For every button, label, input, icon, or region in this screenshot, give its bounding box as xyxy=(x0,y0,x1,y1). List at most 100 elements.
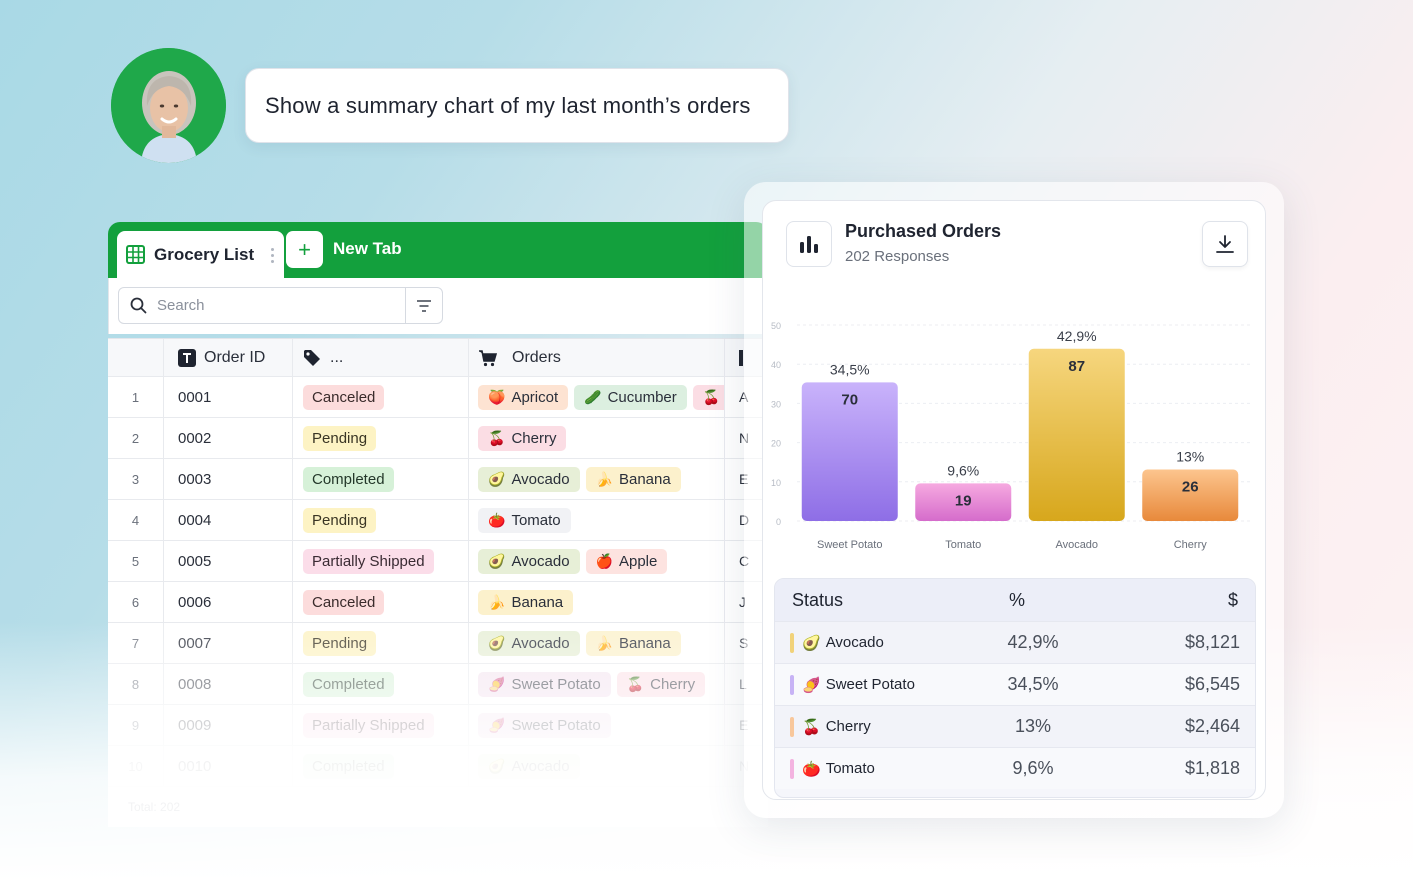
apple-icon: 🍎 xyxy=(595,552,613,569)
status-cell[interactable]: Partially Shipped xyxy=(293,541,469,581)
order-chip-label: Apple xyxy=(618,552,658,570)
column-header-orders[interactable]: Orders xyxy=(469,339,725,376)
order-chip-label: Sweet Potato xyxy=(511,716,601,734)
order-chip: 🥒 Cucumber xyxy=(574,384,687,410)
extra-cell[interactable]: A xyxy=(725,377,768,417)
x-category-label: Avocado xyxy=(1055,539,1098,551)
cucumber-icon: 🥒 xyxy=(584,388,602,405)
orders-cell[interactable]: 🍠 Sweet Potato 🍒 Cherry xyxy=(469,664,725,704)
orders-cell[interactable]: 🥑 Avocado 🍌 Banana xyxy=(469,459,725,499)
column-header-order-id[interactable]: Order ID xyxy=(164,339,293,376)
order-id-cell[interactable]: 0001 xyxy=(164,377,293,417)
column-header-status[interactable]: ... xyxy=(293,339,469,376)
sweet-icon: 🍠 xyxy=(488,716,506,733)
status-cell[interactable]: Canceled xyxy=(293,377,469,417)
download-button[interactable] xyxy=(1202,221,1248,267)
column-header-label: Order ID xyxy=(204,348,266,366)
order-chip-label: Avocado xyxy=(511,470,570,488)
orders-cell[interactable]: 🥑 Avocado 🍌 Banana xyxy=(469,623,725,663)
search-box[interactable] xyxy=(118,287,443,324)
orders-cell[interactable]: 🥑 Avocado 🍎 Apple xyxy=(469,541,725,581)
order-id-cell[interactable]: 0007 xyxy=(164,623,293,663)
orders-cell[interactable]: 🍑 Apricot 🥒 Cucumber 🍒 xyxy=(469,377,725,417)
status-badge: Canceled xyxy=(303,384,385,410)
table-row[interactable]: 8 0008 Completed 🍠 Sweet Potato 🍒 Cherry L xyxy=(108,664,768,705)
bar-tomato[interactable] xyxy=(915,483,1012,521)
bar-avocado[interactable] xyxy=(1028,348,1125,521)
bar-value-label: 87 xyxy=(1068,358,1085,375)
summary-item: 🍅 Tomato xyxy=(802,760,1003,778)
column-header-extra[interactable] xyxy=(725,339,768,376)
color-swatch xyxy=(790,632,794,653)
summary-pct: 34,5% xyxy=(1007,674,1059,694)
more-options-icon[interactable] xyxy=(271,248,275,266)
status-cell[interactable]: Completed xyxy=(293,746,469,786)
order-chip-label: Tomato xyxy=(511,511,561,529)
orders-cell[interactable]: 🥑 Avocado xyxy=(469,746,725,786)
status-cell[interactable]: Pending xyxy=(293,623,469,663)
order-chip: 🥑 Avocado xyxy=(478,466,580,492)
status-cell[interactable]: Pending xyxy=(293,418,469,458)
status-badge: Pending xyxy=(303,507,377,533)
x-category-label: Sweet Potato xyxy=(817,539,882,551)
order-id-cell[interactable]: 0002 xyxy=(164,418,293,458)
status-cell[interactable]: Completed xyxy=(293,459,469,499)
header-row: Order ID ... Orders xyxy=(108,339,768,377)
filter-button[interactable] xyxy=(405,288,442,323)
bar-cherry[interactable] xyxy=(1142,469,1239,521)
chart-card: Purchased Orders 202 Responses 0 10 20 30 40… xyxy=(762,200,1266,800)
table-row[interactable]: 6 0006 Canceled 🍌 Banana J xyxy=(108,582,768,623)
order-id-cell[interactable]: 0009 xyxy=(164,705,293,745)
new-tab-button[interactable]: + xyxy=(286,231,323,268)
color-swatch xyxy=(790,758,794,779)
plus-icon: + xyxy=(298,236,311,262)
orders-cell[interactable]: 🍅 Tomato xyxy=(469,500,725,540)
summary-header: Status % $ xyxy=(775,579,1255,621)
summary-amount: $8,121 xyxy=(1184,632,1240,652)
order-chip-label: Cherry xyxy=(650,675,696,693)
cart-icon xyxy=(479,349,498,366)
y-tick-label: 20 xyxy=(771,439,781,449)
y-tick-label: 0 xyxy=(776,517,781,527)
order-id-cell[interactable]: 0006 xyxy=(164,582,293,622)
cherry-icon: 🍒 xyxy=(626,675,645,692)
summary-header-amount: $ xyxy=(1227,589,1238,610)
orders-cell[interactable]: 🍒 Cherry xyxy=(469,418,725,458)
color-swatch xyxy=(790,716,794,737)
bar-percent-label: 42,9% xyxy=(1057,328,1097,344)
order-chip-label: Avocado xyxy=(511,552,570,570)
banana-icon: 🍌 xyxy=(595,470,613,487)
search-input[interactable] xyxy=(157,297,397,314)
summary-row: 🍒 Cherry 13% $2,464 xyxy=(775,705,1255,747)
status-cell[interactable]: Canceled xyxy=(293,582,469,622)
order-id-cell[interactable]: 0004 xyxy=(164,500,293,540)
new-tab-label[interactable]: New Tab xyxy=(333,239,402,258)
order-id-cell[interactable]: 0010 xyxy=(164,746,293,786)
tab-grocery-list[interactable]: Grocery List xyxy=(117,231,284,278)
status-badge: Pending xyxy=(303,425,377,451)
orders-cell[interactable]: 🍠 Sweet Potato xyxy=(469,705,725,745)
order-id-cell[interactable]: 0008 xyxy=(164,664,293,704)
extra-cell[interactable]: J xyxy=(739,594,746,610)
bar-sweet-potato[interactable] xyxy=(801,382,898,521)
order-id-cell[interactable]: 0003 xyxy=(164,459,293,499)
extra-cell[interactable]: E xyxy=(725,459,768,499)
status-cell[interactable]: Pending xyxy=(293,500,469,540)
row-number: 7 xyxy=(108,623,164,663)
order-chip-label: Avocado xyxy=(511,757,570,775)
bar-percent-label: 9,6% xyxy=(947,462,979,478)
y-tick-label: 50 xyxy=(771,321,781,331)
status-cell[interactable]: Partially Shipped xyxy=(293,705,469,745)
orders-cell[interactable]: 🍌 Banana xyxy=(469,582,725,622)
order-id-cell[interactable]: 0005 xyxy=(164,541,293,581)
bar-value-label: 70 xyxy=(841,391,858,408)
status-cell[interactable]: Completed xyxy=(293,664,469,704)
